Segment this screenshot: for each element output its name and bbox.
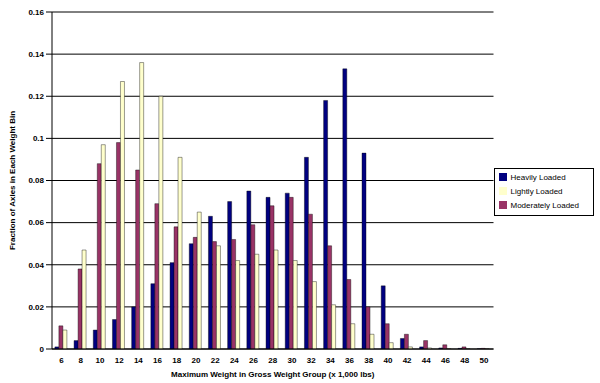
- svg-text:42: 42: [403, 356, 412, 365]
- html-text:Heavily Loaded: Heavily Loaded: [510, 172, 566, 182]
- svg-text:0.16: 0.16: [28, 8, 44, 17]
- svg-text:26: 26: [249, 356, 258, 365]
- svg-text:0.14: 0.14: [28, 50, 44, 59]
- svg-text:18: 18: [172, 356, 181, 365]
- svg-text:50: 50: [479, 356, 488, 365]
- svg-text:20: 20: [192, 356, 201, 365]
- svg-text:10: 10: [96, 356, 105, 365]
- svg-text:12: 12: [115, 356, 124, 365]
- svg-text:8: 8: [79, 356, 84, 365]
- svg-text:38: 38: [364, 356, 373, 365]
- svg-text:46: 46: [441, 356, 450, 365]
- svg-text:44: 44: [422, 356, 431, 365]
- svg-text:0: 0: [40, 345, 45, 354]
- svg-text:6: 6: [59, 356, 64, 365]
- svg-text:0.08: 0.08: [28, 176, 44, 185]
- svg-text:34: 34: [326, 356, 335, 365]
- svg-text:0.02: 0.02: [28, 303, 44, 312]
- svg-text:16: 16: [153, 356, 162, 365]
- svg-text:36: 36: [345, 356, 354, 365]
- svg-text:22: 22: [211, 356, 220, 365]
- svg-text:Maximum Weight in Gross Weight: Maximum Weight in Gross Weight Group (x …: [171, 370, 375, 379]
- svg-text:0.06: 0.06: [28, 218, 44, 227]
- svg-text:0.12: 0.12: [28, 92, 44, 101]
- svg-text:24: 24: [230, 356, 239, 365]
- html-text:Lightly Loaded: Lightly Loaded: [510, 186, 563, 196]
- svg-text:32: 32: [307, 356, 316, 365]
- svg-text:28: 28: [268, 356, 277, 365]
- svg-text:Fraction of Axles in Each Weig: Fraction of Axles in Each Weight Bin: [8, 111, 17, 250]
- svg-text:48: 48: [460, 356, 469, 365]
- svg-text:0.1: 0.1: [33, 134, 45, 143]
- svg-text:0.04: 0.04: [28, 261, 44, 270]
- html-text:Moderately Loaded: Moderately Loaded: [510, 200, 579, 210]
- svg-text:14: 14: [134, 356, 143, 365]
- svg-text:40: 40: [383, 356, 392, 365]
- svg-text:30: 30: [287, 356, 296, 365]
